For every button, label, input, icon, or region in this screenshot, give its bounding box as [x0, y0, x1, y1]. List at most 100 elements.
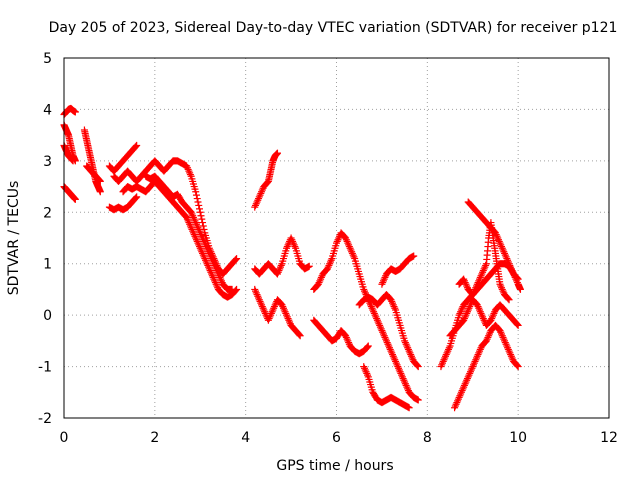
- data-point: [187, 224, 195, 232]
- data-point: [451, 402, 459, 410]
- x-tick-label: 6: [332, 430, 341, 446]
- data-point: [508, 267, 516, 275]
- data-point: [192, 236, 200, 244]
- data-point: [507, 265, 515, 273]
- data-point: [186, 222, 194, 230]
- data-point: [510, 270, 518, 278]
- data-point: [463, 309, 471, 317]
- data-point: [454, 397, 462, 405]
- data-point: [512, 275, 520, 283]
- data-point: [407, 351, 415, 359]
- data-point: [192, 188, 200, 196]
- data-point: [202, 256, 210, 264]
- data-point: [410, 252, 418, 260]
- data-point: [457, 308, 465, 316]
- data-point: [205, 249, 213, 257]
- data-point: [217, 277, 225, 285]
- data-point: [185, 167, 193, 175]
- data-point: [281, 308, 289, 316]
- data-point: [195, 225, 203, 233]
- data-point: [196, 208, 204, 216]
- data-point: [385, 344, 393, 352]
- data-point: [505, 347, 513, 355]
- data-point: [498, 330, 506, 338]
- data-point: [389, 352, 397, 360]
- data-point: [408, 354, 416, 362]
- data-point: [466, 301, 474, 309]
- data-point: [287, 234, 295, 242]
- data-point: [498, 243, 506, 251]
- data-point: [186, 171, 194, 179]
- data-point: [464, 306, 472, 314]
- data-point: [255, 193, 263, 201]
- data-point: [473, 282, 481, 290]
- data-point: [504, 256, 512, 264]
- data-point: [364, 342, 372, 350]
- data-point: [342, 332, 350, 340]
- data-point: [513, 320, 521, 328]
- data-point: [342, 234, 350, 242]
- data-point: [231, 256, 239, 264]
- data-point: [445, 345, 453, 353]
- data-point: [506, 261, 514, 269]
- data-point: [507, 352, 515, 360]
- series-arc-c: [60, 141, 77, 165]
- data-point: [199, 249, 207, 257]
- data-point: [382, 337, 390, 345]
- data-point: [373, 316, 381, 324]
- data-point: [482, 337, 490, 345]
- data-point: [470, 359, 478, 367]
- data-point: [490, 309, 498, 317]
- data-point: [506, 349, 514, 357]
- data-point: [231, 287, 239, 295]
- data-point: [481, 263, 489, 271]
- data-point: [195, 243, 203, 251]
- data-point: [196, 229, 204, 237]
- data-point: [289, 239, 297, 247]
- data-point: [96, 188, 104, 196]
- data-point: [479, 268, 487, 276]
- data-point: [204, 261, 212, 269]
- data-point: [504, 345, 512, 353]
- data-point: [191, 232, 199, 240]
- data-point: [189, 227, 197, 235]
- data-point: [504, 294, 512, 302]
- data-point: [389, 301, 397, 309]
- data-point: [132, 142, 140, 150]
- data-point: [379, 330, 387, 338]
- data-point: [389, 299, 397, 307]
- data-point: [216, 273, 224, 281]
- data-point: [478, 270, 486, 278]
- data-point: [516, 285, 524, 293]
- data-point: [133, 193, 141, 201]
- data-point: [414, 363, 422, 371]
- y-tick-label: -1: [38, 360, 52, 376]
- data-point: [201, 239, 209, 247]
- data-point: [476, 306, 484, 314]
- data-point: [498, 284, 506, 292]
- data-point: [185, 219, 193, 227]
- data-point: [252, 289, 260, 297]
- data-point: [362, 368, 370, 376]
- data-point: [210, 260, 218, 268]
- data-point: [463, 308, 471, 316]
- data-point: [480, 265, 488, 273]
- data-point: [460, 275, 468, 283]
- data-point: [192, 220, 200, 228]
- data-point: [289, 237, 297, 245]
- data-point: [232, 255, 240, 263]
- data-point: [476, 345, 484, 353]
- data-point: [193, 222, 201, 230]
- data-point: [460, 381, 468, 389]
- data-point: [333, 237, 341, 245]
- data-point: [384, 340, 392, 348]
- data-point: [497, 241, 505, 249]
- data-point: [507, 263, 515, 271]
- data-point: [456, 392, 464, 400]
- data-point: [258, 188, 266, 196]
- data-point: [495, 237, 503, 245]
- data-point: [257, 189, 265, 197]
- data-point: [343, 335, 351, 343]
- x-tick-label: 10: [509, 430, 527, 446]
- data-point: [345, 243, 353, 251]
